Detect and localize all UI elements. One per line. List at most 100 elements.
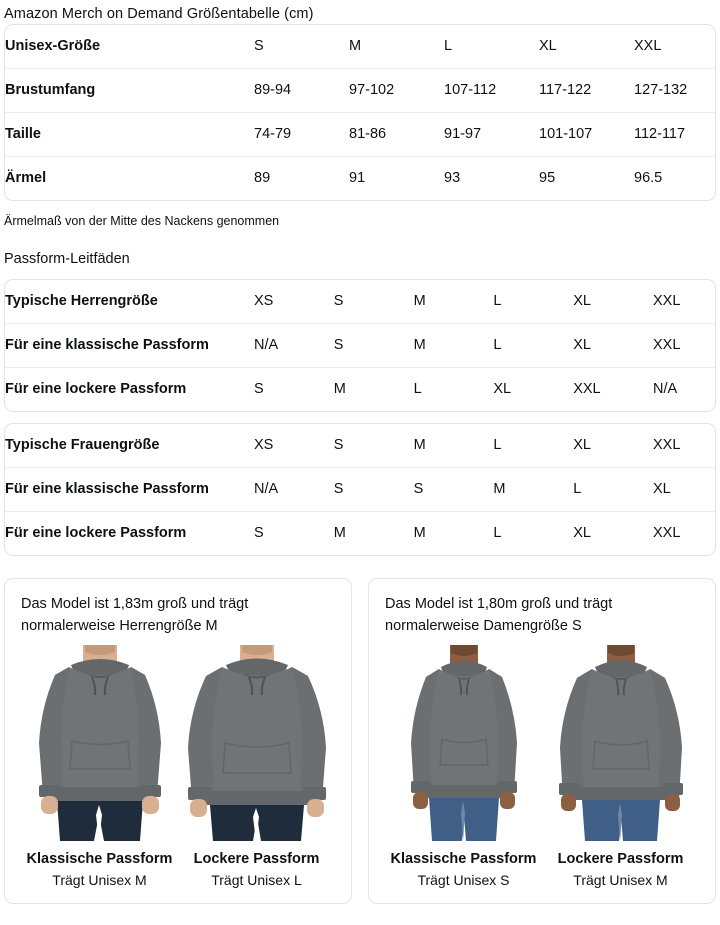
row-label: Für eine klassische Passform [5,323,254,368]
figure-relaxed-fit [542,645,699,841]
table-cell: 96.5 [634,156,715,200]
column-header: XXL [652,293,681,309]
table-cell: L [493,511,574,555]
column-header: XL [573,437,591,453]
male-model-relaxed-illustration [187,645,326,841]
model-figures [385,645,699,841]
model-card-womens: Das Model ist 1,80m groß und trägt norma… [368,578,716,904]
table-cell: N/A [652,367,715,411]
row-label: Für eine lockere Passform [5,367,254,411]
mens-fit-table-card: Typische Herrengröße XS S M L XL XXL Für… [4,279,716,412]
model-caption: Das Model ist 1,83m groß und trägt norma… [21,596,249,634]
fit-wears: Trägt Unisex M [52,872,147,888]
fit-name: Lockere Passform [193,851,320,867]
row-label: Brustumfang [5,68,254,113]
female-model-classic-illustration [410,645,517,841]
figure-label-classic: Klassische Passform Trägt Unisex M [21,849,178,891]
column-header: XS [254,437,274,453]
column-header: S [333,437,344,453]
table-cell: 107-112 [444,68,539,113]
figure-label-relaxed: Lockere Passform Trägt Unisex M [542,849,699,891]
sleeve-measure-note: Ärmelmaß von der Mitte des Nackens genom… [4,214,280,228]
table-cell: XL [493,367,574,411]
table-cell: S [254,367,334,411]
table-header-row: Unisex-Größe S M L XL XXL [5,25,715,69]
fit-guides-label: Passform-Leitfäden [4,251,130,267]
table-cell: L [413,367,494,411]
model-cards: Das Model ist 1,83m groß und trägt norma… [4,578,716,904]
table-cell: S [254,511,334,555]
row-label: Für eine klassische Passform [5,467,254,512]
column-header: S [254,38,264,54]
column-header: XL [573,293,591,309]
table-cell: S [413,467,494,512]
table-cell: S [333,467,414,512]
figure-label-classic: Klassische Passform Trägt Unisex S [385,849,542,891]
row-label: Taille [5,112,254,157]
table-spacer [0,412,720,423]
column-header: XS [254,293,274,309]
table-cell: L [493,323,574,368]
fit-wears: Trägt Unisex S [417,872,510,888]
column-header: M [413,293,426,309]
figure-classic-fit [21,645,178,841]
column-header: L [493,437,502,453]
table-header-row: Typische Herrengröße XS S M L XL XXL [5,280,715,324]
fit-name: Lockere Passform [557,851,684,867]
table-cell: M [413,323,494,368]
model-figure-labels: Klassische Passform Trägt Unisex S Locke… [385,849,699,891]
model-figure-labels: Klassische Passform Trägt Unisex M Locke… [21,849,335,891]
table-row: Taille 74-79 81-86 91-97 101-107 112-117 [5,112,715,157]
table-cell: 95 [539,156,634,200]
table-cell: 97-102 [349,68,444,113]
measurement-table: Unisex-Größe S M L XL XXL Brustumfang 89… [5,25,715,200]
row-label: Ärmel [5,156,254,200]
model-caption: Das Model ist 1,80m groß und trägt norma… [385,596,613,634]
table-cell: M [493,467,574,512]
model-card-mens: Das Model ist 1,83m groß und trägt norma… [4,578,352,904]
table-cell: XXL [652,323,715,368]
column-header: S [333,293,344,309]
table-row: Für eine klassische Passform N/A S S M L… [5,467,715,512]
female-model-relaxed-illustration [558,645,683,841]
table-row: Ärmel 89 91 93 95 96.5 [5,156,715,200]
table-cell: 74-79 [254,112,349,157]
table-cell: 112-117 [634,112,715,157]
fit-name: Klassische Passform [390,851,537,867]
table-row: Brustumfang 89-94 97-102 107-112 117-122… [5,68,715,113]
column-header: M [349,38,362,54]
figure-label-relaxed: Lockere Passform Trägt Unisex L [178,849,335,891]
table-cell: 89 [254,156,349,200]
table-cell: N/A [254,323,334,368]
row-label: Für eine lockere Passform [5,511,254,555]
model-figures [21,645,335,841]
table-cell: XL [652,467,715,512]
fit-name: Klassische Passform [26,851,173,867]
measurement-table-card: Unisex-Größe S M L XL XXL Brustumfang 89… [4,24,716,201]
male-model-classic-illustration [38,645,161,841]
column-header: M [413,437,426,453]
table-cell: XXL [573,367,653,411]
table-cell: S [333,323,414,368]
column-header: L [493,293,502,309]
table-cell: 91-97 [444,112,539,157]
table-cell: 89-94 [254,68,349,113]
figure-classic-fit [385,645,542,841]
column-header: Unisex-Größe [5,38,101,54]
table-cell: N/A [254,467,334,512]
womens-fit-table-card: Typische Frauengröße XS S M L XL XXL Für… [4,423,716,556]
table-cell: 101-107 [539,112,634,157]
column-header: XXL [652,437,681,453]
table-row: Für eine klassische Passform N/A S M L X… [5,323,715,368]
table-cell: 117-122 [539,68,634,113]
table-cell: XL [573,511,653,555]
page-title: Amazon Merch on Demand Größentabelle (cm… [4,6,314,22]
table-cell: XXL [652,511,715,555]
table-header-row: Typische Frauengröße XS S M L XL XXL [5,424,715,468]
column-header: L [444,38,453,54]
table-cell: M [413,511,494,555]
table-cell: L [573,467,653,512]
table-cell: 91 [349,156,444,200]
table-cell: XL [573,323,653,368]
